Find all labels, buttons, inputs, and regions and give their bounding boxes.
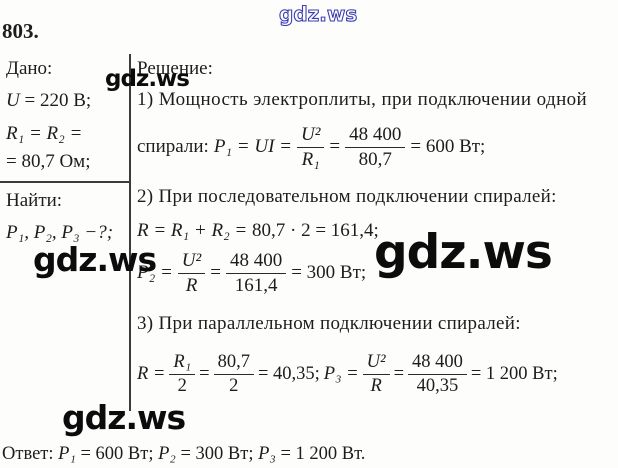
step2-title: 2) При последовательном подключении спир…: [137, 186, 557, 207]
step2-eq1-rhs: 80,7 · 2 = 161,4;: [252, 220, 379, 241]
fraction-u2-r: U² R: [362, 352, 390, 396]
step2-formula: P₂ = U² R = 48 400 161,4 = 300 Вт;: [137, 244, 366, 302]
column-divider: [129, 54, 131, 411]
step1-result: = 600 Вт;: [410, 136, 486, 157]
fraction-numerator: R₁: [169, 352, 196, 375]
find-value: P₁, P₂, P₃ −?;: [6, 222, 114, 243]
step3-formula: R = R₁ 2 = 80,7 2 = 40,35; P₃ = U² R = 48 4…: [137, 343, 558, 405]
fraction-denominator: R: [370, 375, 382, 396]
step2-result: = 300 Вт;: [291, 262, 367, 283]
answer-p3-variable: P₃: [258, 444, 276, 464]
given-voltage: U = 220 В;: [6, 90, 91, 112]
step3-result: = 1 200 Вт;: [470, 363, 558, 384]
fraction-denominator: 2: [177, 375, 187, 396]
given-resistance-line2: = 80,7 Ом;: [6, 151, 91, 172]
step3-mid-result: = 40,35;: [257, 363, 320, 384]
fraction-denominator: 40,35: [416, 375, 459, 396]
equals-sign: =: [329, 136, 341, 157]
fraction-u2-r1: U² R₁: [296, 124, 325, 170]
fraction-numerator: U²: [296, 124, 325, 148]
step3-eq2-lhs: P₃ =: [323, 363, 359, 384]
answer-p3-value: = 1 200 Вт.: [275, 444, 366, 464]
step1-formula: спирали: P₁ = UI = U² R₁ = 48 400 80,7 = 6…: [137, 116, 485, 178]
step2-lhs: P₂ =: [137, 262, 173, 283]
fraction-denominator: 80,7: [358, 148, 392, 170]
equals-sign: =: [199, 363, 210, 384]
watermark-left: gdz.ws: [33, 240, 157, 279]
given-resistance-line1: R₁ = R₂ =: [6, 123, 83, 144]
fraction-numerator: 80,7: [213, 352, 254, 375]
watermark-middle: gdz.ws: [105, 66, 190, 92]
fraction-denominator: R₁: [301, 148, 320, 170]
step3-eq1-lhs: R =: [137, 363, 166, 384]
fraction-denominator: 2: [229, 375, 239, 396]
step1-lhs: P₁ = UI =: [213, 136, 292, 157]
step1-title: 1) Мощность электроплиты, при подключени…: [137, 89, 588, 110]
answer-p2-variable: P₂: [158, 444, 176, 464]
given-find-divider: [0, 181, 129, 183]
fraction-numerator: 48 400: [345, 124, 406, 148]
fraction-r1-2: R₁ 2: [169, 352, 196, 396]
fraction-denominator: 161,4: [234, 274, 278, 296]
equals-sign: =: [210, 262, 221, 283]
watermark-big: gdz.ws: [374, 225, 553, 280]
solution-label: Решение:: [137, 58, 213, 79]
fraction-numerator: 48 400: [408, 352, 467, 375]
fraction-denominator: R: [185, 274, 198, 296]
watermark-top: gdz.ws: [278, 2, 358, 26]
step2-eq1-lhs: R = R₁ + R₂ =: [137, 220, 252, 241]
fraction-48400-4035: 48 400 40,35: [408, 352, 467, 396]
find-label: Найти:: [6, 190, 63, 211]
problem-number: 803.: [2, 19, 39, 43]
fraction-numerator: 48 400: [225, 250, 287, 274]
fraction-48400-1614: 48 400 161,4: [225, 250, 287, 296]
answer-p2-value: = 300 Вт;: [175, 444, 259, 464]
answer-line: Ответ: P₁ = 600 Вт; P₂ = 300 Вт; P₃ = 1 …: [2, 444, 365, 465]
equals-sign: =: [393, 363, 404, 384]
fraction-807-2: 80,7 2: [213, 352, 254, 396]
given-label: Дано:: [6, 58, 53, 79]
voltage-variable: U: [6, 90, 20, 111]
step1-prefix: спирали:: [137, 136, 209, 157]
step3-title: 3) При параллельном подключении спиралей…: [137, 313, 521, 334]
step2-series-resistance: R = R₁ + R₂ = 80,7 · 2 = 161,4;: [137, 220, 379, 242]
fraction-48400-807: 48 400 80,7: [345, 124, 406, 170]
answer-p1-variable: P₁: [58, 444, 76, 464]
fraction-numerator: U²: [177, 250, 206, 274]
answer-p1-value: = 600 Вт;: [75, 444, 159, 464]
voltage-value: = 220 В;: [19, 90, 92, 111]
fraction-u2-r: U² R: [177, 250, 206, 296]
fraction-numerator: U²: [362, 352, 390, 375]
watermark-bottom: gdz.ws: [62, 398, 186, 437]
answer-label: Ответ:: [2, 444, 59, 464]
